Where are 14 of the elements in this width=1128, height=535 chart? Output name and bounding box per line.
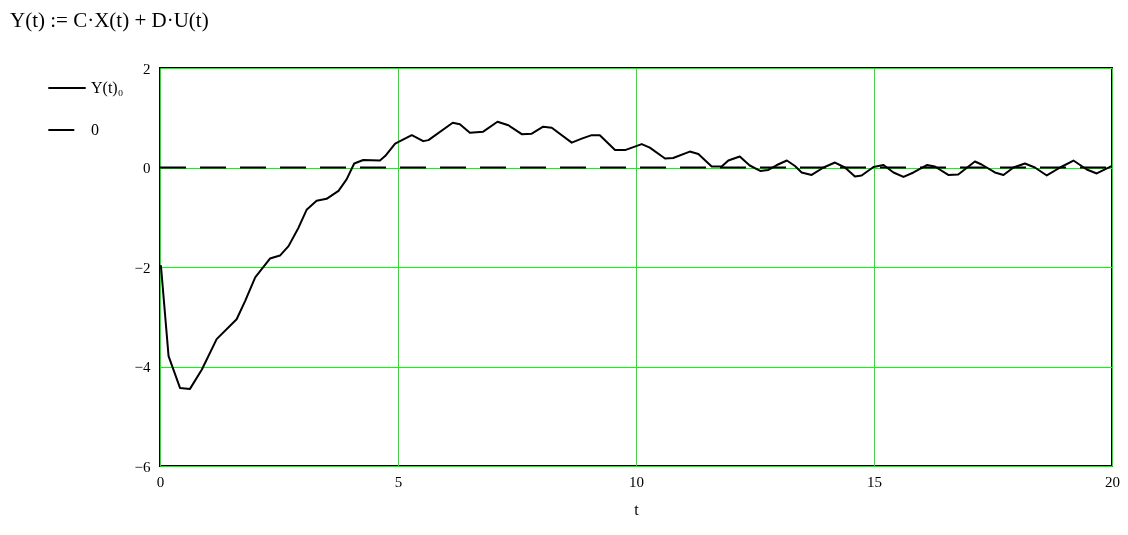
y-tick-label: 0 bbox=[143, 160, 151, 176]
legend-label: Y(t)₀ bbox=[91, 79, 124, 97]
x-tick-label: 5 bbox=[394, 473, 403, 490]
y-tick-label: −4 bbox=[134, 359, 151, 375]
y-tick-label: −6 bbox=[134, 458, 151, 475]
x-tick-label: 10 bbox=[629, 473, 644, 490]
x-tick-label: 0 bbox=[156, 473, 165, 490]
chart-title: Y(t) := C·X(t) + D·U(t) bbox=[10, 8, 209, 32]
x-tick-label: 15 bbox=[867, 473, 882, 490]
y-tick-label: −2 bbox=[134, 259, 151, 276]
x-axis-title: t bbox=[634, 500, 640, 518]
y-tick-label: 2 bbox=[143, 60, 151, 77]
x-tick-label: 20 bbox=[1105, 473, 1120, 490]
legend-label: 0 bbox=[91, 121, 99, 138]
